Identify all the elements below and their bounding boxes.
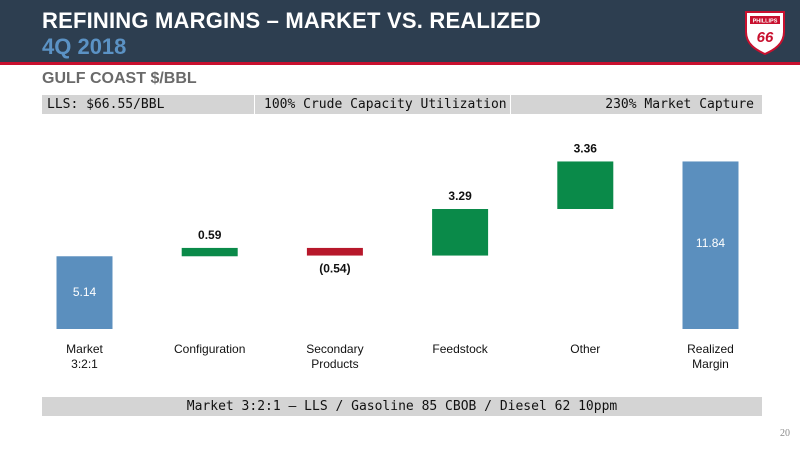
category-label: Other: [570, 342, 600, 356]
header-divider: [0, 62, 800, 65]
svg-text:66: 66: [757, 29, 774, 46]
info-divider: [510, 95, 511, 114]
bar-feedstock: [432, 209, 489, 256]
data-label: 5.14: [73, 285, 97, 299]
page-subtitle: 4Q 2018: [42, 34, 127, 59]
category-label: Configuration: [174, 342, 245, 356]
data-label: 3.36: [574, 141, 598, 155]
bar-other: [557, 161, 614, 210]
capacity-utilization: 100% Crude Capacity Utilization: [264, 97, 507, 112]
footer-note: Market 3:2:1 – LLS / Gasoline 85 CBOB / …: [42, 397, 762, 416]
svg-text:PHILLIPS: PHILLIPS: [753, 19, 778, 25]
category-label: Secondary: [306, 342, 363, 356]
data-label: 3.29: [448, 189, 472, 203]
header-bar: REFINING MARGINS – MARKET VS. REALIZED 4…: [0, 0, 800, 62]
section-label: GULF COAST $/BBL: [42, 70, 197, 87]
page-title: REFINING MARGINS – MARKET VS. REALIZED: [42, 8, 541, 33]
info-bar: LLS: $66.55/BBL 100% Crude Capacity Util…: [42, 95, 762, 114]
phillips66-logo: PHILLIPS 66: [745, 11, 785, 56]
data-label: 0.59: [198, 228, 222, 242]
lls-price: LLS: $66.55/BBL: [47, 97, 165, 112]
page-number: 20: [780, 428, 790, 439]
data-label: (0.54): [319, 262, 350, 276]
info-divider: [254, 95, 255, 114]
bar-secondary-products: [306, 247, 363, 256]
category-label: Market: [66, 342, 103, 356]
bar-market-3-2-1: [56, 256, 113, 329]
category-label: Realized: [687, 342, 734, 356]
bar-configuration: [181, 247, 238, 257]
data-label: 11.84: [696, 236, 725, 250]
bar-realized-margin: [682, 161, 739, 329]
category-label: Margin: [692, 357, 729, 371]
market-capture: 230% Market Capture: [605, 97, 754, 112]
category-label: Feedstock: [432, 342, 488, 356]
category-label: 3:2:1: [71, 357, 98, 371]
category-label: Products: [311, 357, 358, 371]
